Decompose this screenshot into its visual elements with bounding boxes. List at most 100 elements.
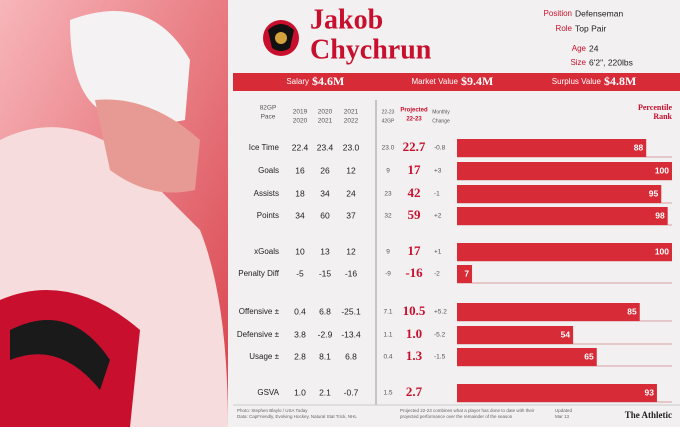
season-value: 23.0: [343, 142, 360, 152]
percentile-bar: [457, 207, 668, 225]
season-value: 13: [320, 246, 330, 256]
column-header: 42GP: [382, 118, 395, 124]
season-value: -0.7: [344, 387, 359, 397]
info-label: Role: [556, 24, 573, 33]
last-name: Chychrun: [310, 34, 432, 65]
salary-label: Salary: [286, 77, 309, 86]
projected-value: 22.7: [403, 139, 426, 154]
season-value: -2.9: [318, 329, 333, 339]
percentile-bar: [457, 384, 657, 402]
info-label: Position: [544, 9, 572, 18]
season-value: 18: [295, 188, 305, 198]
percentile-label: 98: [655, 210, 665, 220]
percentile-bar: [457, 162, 672, 180]
season-value: 0.4: [294, 306, 306, 316]
monthly-change: -0.8: [434, 145, 446, 152]
column-header: 2020: [318, 109, 333, 116]
percentile-bar: [457, 348, 597, 366]
column-header: 2021: [344, 109, 359, 116]
column-header: 2021: [318, 118, 333, 125]
percentile-label: 54: [561, 329, 571, 339]
season-value: 3.8: [294, 329, 306, 339]
projected-value: 59: [408, 207, 422, 222]
info-label: Age: [572, 44, 587, 53]
player-photo: [0, 0, 228, 427]
row-label: GSVA: [257, 388, 279, 397]
percentile-label: 7: [464, 268, 469, 278]
percentile-label: 65: [584, 351, 594, 361]
season-value: 60: [320, 210, 330, 220]
percentile-label: 95: [649, 188, 659, 198]
info-value: Top Pair: [575, 23, 606, 33]
footer-credit: Photo: Stephen Blaylo / USA Today: [237, 408, 308, 413]
current-value: 23: [384, 191, 392, 198]
season-value: 6.8: [345, 351, 357, 361]
season-value: -5: [296, 268, 304, 278]
projected-value: 17: [408, 162, 422, 177]
season-value: -13.4: [341, 329, 361, 339]
season-value: 16: [295, 165, 305, 175]
percentile-bar: [457, 185, 662, 203]
projected-value: 42: [408, 185, 421, 200]
footer-credit: Data: CapFriendly, Evolving Hockey, Natu…: [237, 414, 357, 419]
salary-value: $4.6M: [312, 74, 344, 88]
footer-updated: Mar 13: [555, 414, 570, 419]
current-value: 0.4: [383, 354, 392, 361]
percentile-label: 88: [634, 142, 644, 152]
column-header: 82GP: [260, 105, 277, 112]
season-value: 2.8: [294, 351, 306, 361]
info-value: Defenseman: [575, 8, 623, 18]
row-label: xGoals: [254, 247, 279, 256]
info-value: 24: [589, 43, 599, 53]
monthly-change: -1.5: [434, 354, 446, 361]
current-value: 1.1: [383, 332, 392, 339]
salary-value: $9.4M: [461, 74, 493, 88]
monthly-change: -2: [434, 271, 440, 278]
projected-value: 17: [408, 243, 422, 258]
current-value: 23.0: [382, 145, 395, 152]
current-value: 1.5: [383, 390, 392, 397]
column-header: Projected: [400, 108, 428, 114]
percentile-label: 85: [627, 306, 637, 316]
percentile-bar: [457, 303, 640, 321]
brand: The Athletic: [625, 410, 672, 420]
current-value: 7.1: [383, 309, 392, 316]
percentile-bar: [457, 139, 647, 157]
footer-updated: Updated: [555, 408, 573, 413]
column-header: Percentile: [638, 103, 673, 112]
season-value: 34: [295, 210, 305, 220]
monthly-change: +2: [434, 213, 442, 220]
monthly-change: +5.2: [434, 309, 447, 316]
row-label: Goals: [258, 166, 279, 175]
salary-label: Surplus Value: [552, 77, 602, 86]
footer-note: projected performance over the remainder…: [400, 414, 513, 419]
column-header: Rank: [653, 112, 672, 121]
season-value: -16: [345, 268, 358, 278]
team-logo: [263, 20, 299, 56]
first-name: Jakob: [310, 4, 383, 35]
column-header: 2019: [293, 109, 308, 116]
row-label: Points: [257, 211, 279, 220]
salary-label: Market Value: [411, 77, 458, 86]
percentile-bar: [457, 243, 672, 261]
current-value: -9: [385, 271, 391, 278]
info-value: 6'2", 220lbs: [589, 57, 633, 67]
monthly-change: -1: [434, 191, 440, 198]
percentile-label: 93: [644, 387, 654, 397]
current-value: 9: [386, 249, 390, 256]
row-label: Penalty Diff: [238, 269, 280, 278]
season-value: 26: [320, 165, 330, 175]
column-header: 22-23: [382, 109, 395, 115]
percentile-bar: [457, 265, 473, 283]
season-value: 22.4: [292, 142, 309, 152]
current-value: 32: [384, 213, 392, 220]
season-value: 2.1: [319, 387, 331, 397]
column-header: Pace: [261, 114, 276, 121]
row-label: Offensive ±: [239, 307, 280, 316]
current-value: 9: [386, 168, 390, 175]
column-header: 22-23: [406, 117, 422, 123]
monthly-change: -5.2: [434, 332, 446, 339]
season-value: 37: [346, 210, 356, 220]
column-header: 2022: [344, 118, 359, 125]
info-label: Size: [570, 58, 586, 67]
